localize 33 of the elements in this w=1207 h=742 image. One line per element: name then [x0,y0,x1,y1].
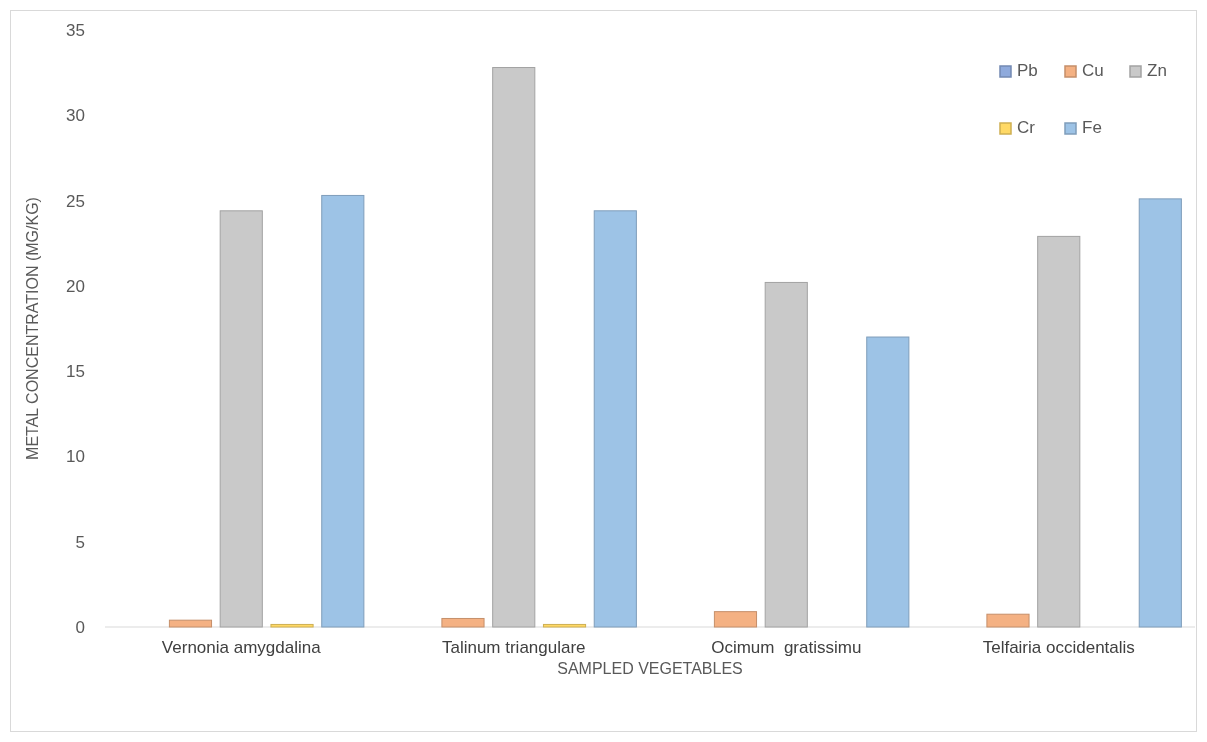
y-tick-label: 10 [66,447,85,467]
y-axis-title: METAL CONCENTRATION (MG/KG) [24,197,41,460]
y-tick-label: 5 [75,532,85,552]
x-tick-label: Telfairia occidentalis [982,638,1135,658]
x-tick-label: Ocimum gratissimu [711,638,862,658]
bar [270,623,314,628]
bar [492,67,536,628]
bar [713,611,758,628]
y-tick-label: 15 [66,362,85,382]
legend-label: Pb [1017,61,1038,80]
bar [219,210,263,628]
bar [168,619,213,628]
bar [321,194,365,628]
bar [866,336,910,628]
y-tick-label: 30 [66,106,85,126]
y-tick-label: 20 [66,276,85,296]
legend-label: Fe [1082,118,1102,137]
legend-label: Cr [1017,118,1036,137]
legend-label: Cu [1082,61,1104,80]
x-axis-title: SAMPLED VEGETABLES [557,660,743,677]
bar [441,617,485,628]
bar [542,623,587,628]
x-tick-label: Vernonia amygdalina [161,638,322,658]
y-tick-label: 0 [75,617,85,637]
bar [1037,235,1081,628]
bar [1138,198,1182,628]
bar [986,613,1030,628]
legend-label: Zn [1147,61,1167,80]
y-tick-label: 25 [66,191,85,211]
y-tick-label: 35 [66,20,85,40]
x-tick-label: Talinum triangulare [441,638,586,658]
bar [593,210,637,628]
bar [764,281,808,628]
